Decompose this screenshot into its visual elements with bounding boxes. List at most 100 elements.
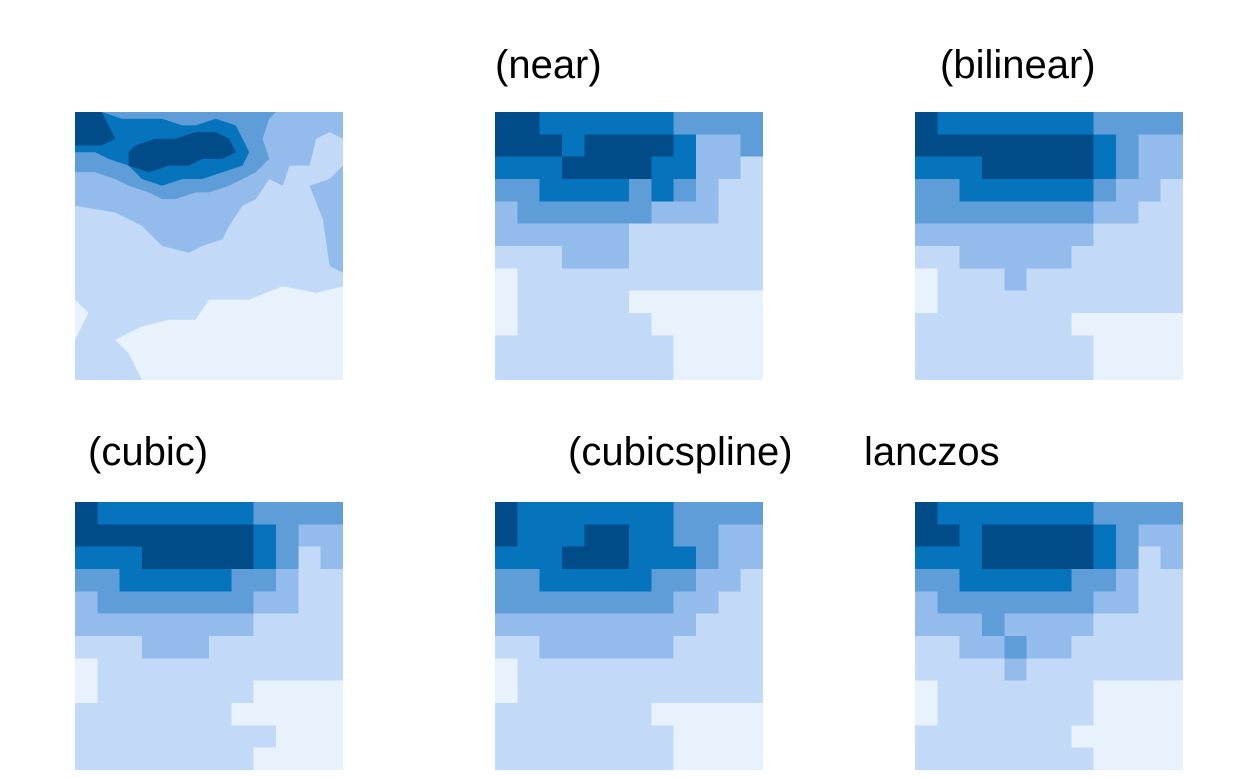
cell-r0-c5	[186, 502, 210, 525]
cell-r8-c5	[1026, 680, 1050, 704]
cell-r5-c10	[1138, 223, 1162, 247]
cell-r4-c0	[495, 591, 518, 615]
cell-r2-c9	[696, 546, 719, 570]
cell-r10-c8	[253, 725, 277, 749]
cell-r6-c8	[1093, 246, 1117, 269]
cell-r0-c0	[75, 502, 98, 525]
cell-r6-c9	[696, 636, 719, 659]
cell-r3-c10	[718, 569, 742, 592]
cell-r5-c2	[959, 223, 983, 247]
cell-r6-c6	[629, 246, 652, 269]
cell-r2-c5	[1026, 546, 1050, 570]
cell-r5-c0	[75, 613, 98, 637]
cell-r3-c5	[186, 569, 210, 592]
cell-r2-c1	[97, 546, 121, 570]
cell-r0-c7	[651, 502, 675, 525]
cell-r0-c6	[629, 502, 652, 525]
cell-r8-c0	[75, 680, 98, 704]
cell-r11-c8	[673, 357, 697, 380]
cell-r6-c6	[209, 636, 232, 659]
cell-r1-c0	[915, 134, 938, 158]
cell-r9-c3	[982, 313, 1005, 336]
cell-r10-c7	[231, 725, 255, 749]
cell-r1-c5	[606, 524, 630, 548]
cell-r1-c11	[740, 524, 763, 548]
cell-r4-c5	[186, 591, 210, 615]
cell-r3-c11	[320, 569, 343, 592]
cell-r8-c6	[629, 680, 652, 704]
cell-r1-c0	[75, 524, 98, 548]
cell-r10-c6	[629, 725, 652, 749]
cell-r1-c0	[495, 134, 518, 158]
cell-r7-c10	[718, 268, 742, 292]
cell-r1-c0	[915, 524, 938, 548]
cell-r8-c11	[320, 680, 343, 704]
cell-r4-c7	[651, 591, 675, 615]
cell-r4-c7	[1071, 201, 1095, 225]
cell-r4-c2	[539, 201, 563, 225]
cell-r5-c3	[982, 223, 1005, 247]
cell-r7-c10	[298, 658, 322, 682]
cell-r6-c5	[186, 636, 210, 659]
cell-r4-c2	[959, 591, 983, 615]
cell-r11-c10	[298, 747, 322, 770]
cell-r11-c9	[276, 747, 299, 770]
cell-r7-c5	[606, 268, 630, 292]
cell-r3-c11	[1160, 179, 1183, 202]
cell-r7-c9	[696, 268, 719, 292]
cell-r2-c4	[584, 156, 608, 180]
cell-r3-c0	[915, 569, 938, 592]
cell-r0-c4	[1004, 502, 1028, 525]
cell-r4-c3	[142, 591, 165, 615]
cell-r1-c3	[562, 134, 585, 158]
cell-r4-c10	[718, 201, 742, 225]
cell-r0-c6	[1049, 112, 1072, 135]
cell-r1-c4	[1004, 134, 1028, 158]
cell-r2-c7	[651, 546, 675, 570]
cell-r5-c1	[517, 223, 541, 247]
cell-r7-c1	[937, 268, 961, 292]
cell-r3-c6	[1049, 179, 1072, 202]
cell-r1-c4	[584, 134, 608, 158]
cell-r0-c6	[1049, 502, 1072, 525]
cell-r8-c3	[562, 680, 585, 704]
cell-r4-c11	[320, 591, 343, 615]
cell-r8-c9	[1116, 290, 1139, 314]
cell-r4-c0	[75, 591, 98, 615]
cell-r4-c8	[673, 591, 697, 615]
cell-r5-c6	[209, 613, 232, 637]
cell-r7-c10	[718, 658, 742, 682]
cell-r11-c3	[562, 747, 585, 770]
cell-r4-c6	[629, 591, 652, 615]
cell-r11-c1	[97, 747, 121, 770]
cell-r6-c6	[1049, 246, 1072, 269]
cell-r2-c5	[606, 156, 630, 180]
cell-r6-c7	[231, 636, 255, 659]
cell-r6-c0	[495, 246, 518, 269]
cell-r9-c2	[959, 313, 983, 336]
cell-r7-c9	[1116, 658, 1139, 682]
cell-r2-c0	[495, 156, 518, 180]
cell-r9-c0	[75, 703, 98, 726]
cell-r11-c4	[584, 357, 608, 380]
cell-r7-c7	[231, 658, 255, 682]
cell-r6-c4	[1004, 636, 1028, 659]
cell-r11-c10	[1138, 747, 1162, 770]
cell-r6-c8	[673, 636, 697, 659]
cell-r0-c7	[1071, 112, 1095, 135]
cell-r7-c7	[1071, 658, 1095, 682]
cell-r6-c8	[1093, 636, 1117, 659]
cell-r11-c3	[562, 357, 585, 380]
cell-r9-c1	[937, 313, 961, 336]
cell-r11-c7	[651, 747, 675, 770]
cell-r9-c7	[651, 703, 675, 726]
cell-r5-c9	[1116, 223, 1139, 247]
cell-r6-c3	[562, 636, 585, 659]
cell-r2-c10	[298, 546, 322, 570]
cell-r10-c3	[982, 335, 1005, 359]
cell-r8-c7	[231, 680, 255, 704]
cell-r0-c10	[1138, 112, 1162, 135]
cell-r9-c11	[740, 703, 763, 726]
cell-r6-c1	[937, 246, 961, 269]
cell-r4-c7	[231, 591, 255, 615]
